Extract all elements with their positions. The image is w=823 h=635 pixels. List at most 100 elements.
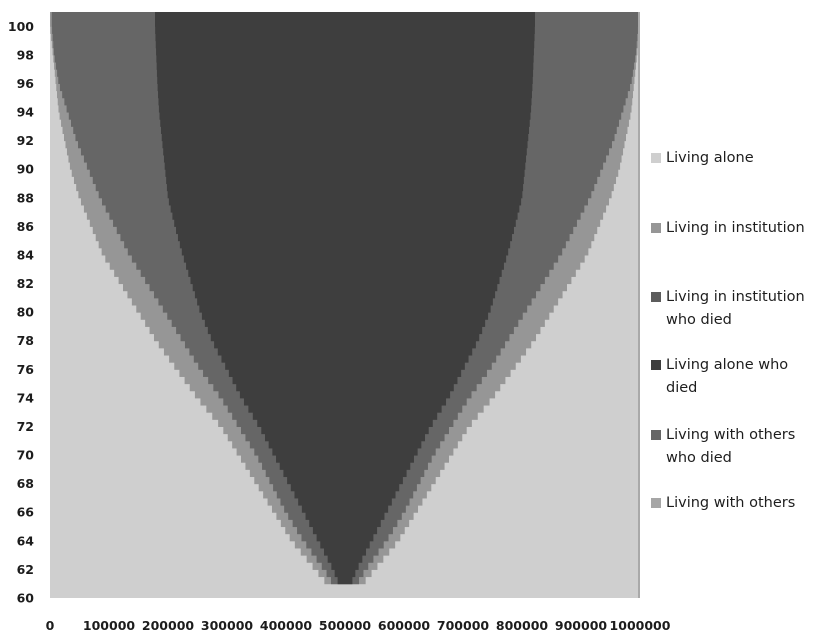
band-living-alone-who-died-step	[157, 76, 533, 84]
plot-area	[50, 12, 640, 598]
band-living-alone-who-died-step	[261, 426, 429, 435]
band-living-alone-who-died-step	[327, 555, 363, 563]
band-living-alone-who-died-step	[155, 19, 535, 27]
band-living-alone-who-died-step	[283, 469, 407, 478]
y-tick-label: 82	[17, 276, 34, 291]
x-tick-label: 1000000	[610, 618, 671, 633]
band-living-alone-who-died-step	[165, 169, 525, 177]
band-living-alone-who-died-step	[248, 405, 442, 413]
x-tick-label: 500000	[319, 618, 371, 633]
band-living-alone-who-died-step	[243, 397, 447, 406]
x-tick-label: 800000	[496, 618, 548, 633]
band-living-alone-who-died-step	[197, 297, 493, 306]
y-tick-label: 84	[17, 247, 35, 262]
band-living-alone-who-died-step	[157, 83, 533, 92]
band-living-alone-who-died-step	[298, 497, 392, 506]
band-living-alone-who-died-step	[163, 147, 527, 156]
band-living-alone-who-died-step	[276, 455, 414, 463]
band-living-alone-who-died-step	[232, 376, 458, 385]
x-tick-label: 100000	[83, 618, 135, 633]
band-living-alone-who-died-step	[163, 154, 527, 163]
band-living-alone-who-died-step	[181, 247, 509, 256]
band-living-alone-who-died-step	[228, 369, 462, 377]
band-living-alone-who-died-step	[323, 547, 367, 556]
y-tick-label: 68	[17, 476, 34, 491]
y-tick-label: 74	[17, 390, 35, 405]
band-living-alone-who-died-step	[305, 512, 385, 520]
band-living-alone-who-died-step	[158, 90, 532, 99]
y-tick-label: 94	[17, 105, 35, 120]
band-living-alone-who-died-step	[166, 183, 524, 192]
band-living-alone-who-died-step	[268, 440, 422, 449]
legend-label: Living in institution	[666, 220, 805, 236]
y-tick-label: 100	[8, 19, 34, 34]
legend-label: Living in institution who died	[666, 289, 805, 328]
band-living-alone-who-died-step	[186, 262, 504, 270]
y-tick-label: 62	[17, 562, 34, 577]
band-living-alone-who-died-step	[252, 412, 438, 420]
y-tick-label: 92	[17, 133, 34, 148]
y-tick-label: 64	[17, 533, 35, 548]
band-living-alone-who-died-step	[201, 312, 489, 320]
band-living-alone-who-died-step	[158, 97, 532, 106]
y-tick-label: 80	[17, 305, 35, 320]
band-living-alone-who-died-step	[155, 12, 535, 20]
x-axis-ticks: 0 100000 200000 300000 400000 500000 600000 700…	[46, 618, 671, 633]
band-living-alone-who-died-step	[155, 26, 535, 34]
band-living-alone-who-died-step	[159, 112, 531, 120]
band-living-alone-who-died-step	[272, 447, 418, 456]
y-tick-label: 96	[17, 76, 35, 91]
legend-label: Living with others who died	[666, 427, 796, 466]
x-tick-label: 0	[46, 618, 55, 633]
y-tick-label: 78	[17, 333, 34, 348]
legend-swatch	[651, 360, 661, 370]
y-tick-label: 72	[17, 419, 34, 434]
band-living-alone-who-died-step	[316, 533, 374, 542]
band-living-alone-who-died-step	[214, 340, 476, 349]
band-living-alone-who-died-step	[161, 133, 529, 142]
x-tick-label: 700000	[437, 618, 489, 633]
y-tick-label: 60	[17, 591, 35, 606]
band-living-alone-who-died-step	[156, 69, 534, 77]
band-living-alone-who-died-step	[158, 104, 532, 113]
band-living-alone-who-died-step	[320, 540, 370, 549]
band-living-alone-who-died-step	[156, 54, 534, 63]
band-living-alone-who-died-step	[176, 226, 514, 235]
band-living-alone-who-died-step	[199, 305, 491, 313]
band-living-alone-who-died-step	[225, 362, 465, 370]
band-living-alone-who-died-step	[155, 33, 535, 42]
band-living-alone-who-died-step	[331, 562, 359, 570]
band-living-alone-who-died-step	[188, 269, 502, 277]
y-tick-label: 88	[17, 190, 34, 205]
band-living-alone-who-died-step	[207, 326, 483, 335]
band-living-alone-who-died-step	[166, 176, 524, 185]
legend-label: Living alone who died	[666, 357, 789, 396]
band-living-alone-who-died-step	[287, 476, 403, 485]
legend-swatch	[651, 430, 661, 440]
band-living-alone-who-died-step	[312, 526, 378, 535]
band-living-alone-who-died-step	[167, 190, 523, 199]
band-living-alone-who-died-step	[170, 204, 520, 213]
legend-label: Living with others	[666, 495, 796, 511]
band-living-alone-who-died-step	[168, 197, 522, 206]
band-living-alone-who-died-step	[290, 483, 400, 492]
band-living-alone-who-died-step	[257, 419, 433, 427]
band-living-alone-who-died-step	[294, 490, 396, 499]
band-living-alone-who-died-step	[210, 333, 480, 342]
band-living-alone-who-died-step	[301, 505, 389, 513]
band-living-alone-who-died-step	[160, 126, 530, 134]
band-living-alone-who-died-step	[155, 40, 535, 49]
band-living-alone-who-died-step	[160, 119, 530, 127]
band-living-alone-who-died-step	[172, 212, 518, 220]
band-living-alone-who-died-step	[204, 319, 486, 327]
x-tick-label: 300000	[201, 618, 253, 633]
y-tick-label: 66	[17, 505, 35, 520]
band-living-alone-who-died-step	[264, 433, 426, 442]
y-tick-label: 86	[17, 219, 35, 234]
x-tick-label: 600000	[378, 618, 430, 633]
band-living-alone-who-died-step	[179, 240, 511, 249]
band-living-alone-who-died-step	[192, 283, 498, 292]
legend-swatch	[651, 223, 661, 233]
band-living-alone-who-died-step	[190, 276, 500, 285]
band-living-alone-who-died-step	[221, 355, 469, 363]
